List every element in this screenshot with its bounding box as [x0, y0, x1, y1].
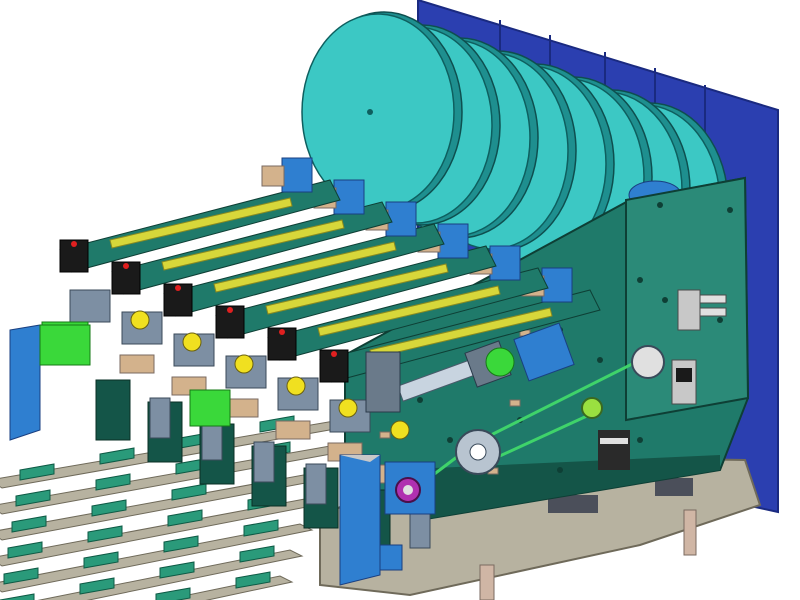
rail-pad [95, 473, 131, 491]
rail-pad [87, 525, 123, 543]
rail-pad [0, 593, 35, 600]
rail-pad [239, 545, 275, 563]
lane-lower-block [119, 354, 155, 374]
rail-pad [11, 515, 47, 533]
lane-leg [95, 379, 131, 441]
rail-pad [163, 535, 199, 553]
rail-pad [83, 551, 119, 569]
right-sensors [598, 289, 727, 470]
lane-leg-plate [253, 441, 275, 483]
lane-leg-plate [149, 397, 171, 439]
green-bracket [189, 389, 231, 427]
lane-knob [130, 310, 150, 330]
rail-pad [91, 499, 127, 517]
rail-pad [7, 541, 43, 559]
rail-pad [171, 483, 207, 501]
rail-pad [79, 577, 115, 595]
lane [59, 157, 341, 441]
left-legs [9, 324, 403, 586]
lane-red-dot [71, 241, 77, 247]
pneumatic-cylinder [365, 322, 575, 413]
lane-black-head [163, 283, 193, 317]
lane-red-dot [227, 307, 233, 313]
lane [215, 223, 497, 507]
lane-knob [338, 398, 358, 418]
lane-yellow-strip [317, 285, 501, 337]
lane-yellow-strip [213, 241, 397, 293]
lane-blue-block [281, 157, 313, 193]
lane-knob [234, 354, 254, 374]
lane-red-dot [175, 285, 181, 291]
lane-knob [286, 376, 306, 396]
lane-red-dot [279, 329, 285, 335]
rail-pad [167, 509, 203, 527]
feed-rails [0, 415, 354, 600]
rail-pad [3, 567, 39, 585]
rail-pad [243, 519, 279, 537]
lane-knob [390, 420, 410, 440]
rail-pad [159, 561, 195, 579]
lane-gray-plate [69, 289, 111, 323]
lane-tan-block [261, 165, 285, 187]
rail-pad [235, 571, 271, 589]
spool-hub-hole [367, 109, 373, 115]
rail-pad [155, 587, 191, 600]
lane-lower-block [275, 420, 311, 440]
feeder-lanes [41, 157, 601, 551]
lane-black-head [59, 239, 89, 273]
lane-yellow-strip [265, 263, 449, 315]
lane-knob [182, 332, 202, 352]
rail-pad [19, 463, 55, 481]
belt-drive [384, 345, 665, 515]
lane-leg-plate [305, 463, 327, 505]
lane-red-dot [123, 263, 129, 269]
spool-disc [301, 13, 455, 211]
lane-yellow-strip [109, 197, 293, 249]
rail-pad [15, 489, 51, 507]
lane-red-dot [331, 351, 337, 357]
rail-pad [99, 447, 135, 465]
lane-yellow-strip [161, 219, 345, 271]
